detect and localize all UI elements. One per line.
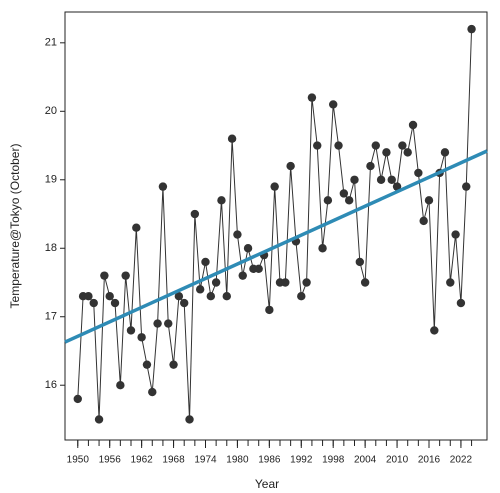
data-point bbox=[462, 182, 471, 191]
data-point bbox=[142, 360, 152, 369]
data-point bbox=[195, 285, 205, 294]
y-tick-label: 18 bbox=[45, 242, 57, 254]
data-point bbox=[339, 189, 349, 198]
data-point bbox=[392, 182, 402, 191]
y-tick-label: 16 bbox=[45, 379, 57, 391]
data-point bbox=[440, 148, 450, 157]
x-tick-label: 2004 bbox=[354, 455, 377, 466]
data-point bbox=[233, 230, 242, 239]
data-point bbox=[350, 175, 359, 184]
data-point bbox=[169, 360, 178, 369]
data-point bbox=[158, 182, 168, 191]
data-point bbox=[334, 141, 343, 150]
data-point bbox=[164, 319, 173, 328]
data-point bbox=[307, 93, 317, 102]
data-point bbox=[254, 264, 263, 273]
data-point bbox=[270, 182, 279, 191]
data-point bbox=[387, 175, 396, 184]
data-point bbox=[424, 196, 434, 205]
data-point bbox=[201, 257, 210, 267]
y-axis-label: Temperature@Tokyo (October) bbox=[8, 144, 22, 309]
data-point bbox=[227, 134, 237, 143]
data-point bbox=[132, 223, 141, 232]
data-point bbox=[451, 230, 460, 239]
data-point bbox=[366, 161, 375, 171]
data-point bbox=[456, 298, 466, 308]
data-point bbox=[148, 387, 157, 397]
x-tick-label: 1950 bbox=[67, 455, 90, 466]
data-point bbox=[408, 120, 418, 130]
data-point bbox=[355, 257, 365, 267]
data-point bbox=[84, 291, 93, 301]
x-tick-label: 2016 bbox=[418, 455, 441, 466]
data-point bbox=[153, 319, 162, 328]
x-tick-label: 1980 bbox=[226, 455, 249, 466]
data-point bbox=[318, 244, 327, 253]
y-tick-label: 17 bbox=[45, 311, 57, 323]
data-point bbox=[403, 148, 412, 157]
data-point bbox=[281, 278, 290, 287]
data-point bbox=[206, 291, 216, 301]
data-point bbox=[371, 141, 380, 150]
data-point bbox=[110, 298, 120, 308]
x-axis-label: Year bbox=[255, 477, 279, 491]
data-point bbox=[286, 161, 295, 171]
data-point bbox=[174, 291, 184, 301]
data-point bbox=[100, 271, 109, 280]
trend-line bbox=[64, 149, 488, 344]
x-tick-label: 1986 bbox=[258, 455, 281, 466]
x-tick-label: 1992 bbox=[290, 455, 313, 466]
data-point bbox=[116, 381, 125, 390]
data-point bbox=[323, 196, 333, 205]
data-point bbox=[398, 141, 407, 150]
data-point bbox=[217, 196, 226, 205]
plot-frame bbox=[64, 11, 488, 441]
data-point bbox=[467, 24, 476, 34]
data-point bbox=[185, 415, 194, 424]
data-point bbox=[446, 278, 455, 287]
y-tick-label: 20 bbox=[45, 105, 57, 117]
data-point bbox=[414, 168, 423, 178]
data-point bbox=[313, 141, 322, 150]
x-tick-label: 1962 bbox=[131, 455, 154, 466]
data-point bbox=[430, 326, 439, 335]
x-tick-label: 1974 bbox=[194, 455, 217, 466]
x-tick-label: 2010 bbox=[386, 455, 409, 466]
x-tick-label: 1956 bbox=[99, 455, 122, 466]
data-point bbox=[105, 291, 114, 301]
data-point bbox=[211, 278, 221, 287]
data-point bbox=[121, 271, 130, 280]
data-point bbox=[190, 209, 200, 219]
data-point bbox=[344, 196, 354, 205]
data-point bbox=[419, 216, 428, 226]
data-point bbox=[238, 271, 247, 280]
data-point bbox=[360, 278, 370, 287]
x-tick-label: 1968 bbox=[162, 455, 185, 466]
x-tick-label: 2022 bbox=[450, 455, 473, 466]
data-point bbox=[297, 291, 306, 301]
data-point bbox=[126, 326, 136, 335]
data-point bbox=[73, 394, 82, 404]
data-point bbox=[382, 148, 391, 157]
data-point bbox=[89, 298, 98, 308]
y-tick-label: 21 bbox=[45, 37, 57, 49]
y-tick-label: 19 bbox=[45, 174, 57, 186]
data-point bbox=[180, 298, 189, 308]
data-point bbox=[265, 305, 274, 315]
data-point bbox=[376, 175, 386, 184]
data-point bbox=[222, 291, 231, 301]
x-tick-label: 1998 bbox=[322, 455, 345, 466]
data-point bbox=[243, 244, 253, 253]
data-point bbox=[94, 415, 104, 424]
data-point bbox=[329, 100, 338, 109]
data-point bbox=[302, 278, 311, 287]
data-point bbox=[137, 333, 146, 342]
